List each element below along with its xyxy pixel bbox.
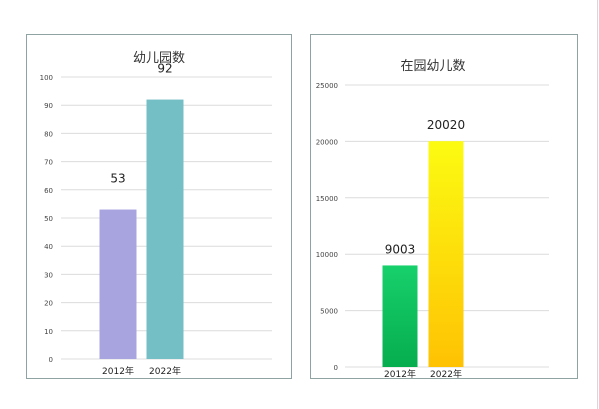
data-label: 9003 bbox=[385, 242, 416, 256]
y-tick-label: 10 bbox=[44, 328, 53, 336]
bar-2022年 bbox=[428, 141, 464, 367]
data-label: 20020 bbox=[427, 118, 465, 132]
y-tick-label: 0 bbox=[334, 364, 338, 372]
y-tick-label: 100 bbox=[40, 74, 53, 82]
bar-2012年 bbox=[382, 265, 418, 367]
y-tick-label: 5000 bbox=[320, 308, 338, 316]
enrolled-children-bar-chart: 在园幼儿数 0 5000 10000 15000 20000 25000 9003 2002… bbox=[316, 59, 549, 378]
y-tick-label: 20000 bbox=[316, 138, 338, 146]
y-tick-label: 70 bbox=[44, 159, 53, 167]
bar-2022年 bbox=[146, 99, 184, 359]
y-tick-label: 80 bbox=[44, 130, 53, 138]
x-tick-label: 2022年 bbox=[149, 365, 181, 377]
y-tick-label: 25000 bbox=[316, 82, 338, 90]
x-axis-tick-labels: 2012年 2022年 bbox=[102, 365, 181, 377]
y-tick-label: 40 bbox=[44, 243, 53, 251]
bar-data-labels: 9003 20020 bbox=[385, 118, 465, 256]
x-axis-tick-labels: 2012年 2022年 bbox=[384, 368, 462, 378]
bar-data-labels: 53 92 bbox=[110, 62, 172, 186]
enrolled-children-chart-panel: 在园幼儿数 0 5000 10000 15000 20000 25000 9003 2002… bbox=[310, 34, 578, 379]
y-tick-label: 15000 bbox=[316, 195, 338, 203]
x-tick-label: 2012年 bbox=[384, 368, 416, 378]
bars bbox=[99, 99, 184, 359]
y-axis-tick-labels: 0 10 20 30 40 50 60 70 80 90 100 bbox=[40, 74, 53, 364]
data-label: 92 bbox=[157, 62, 172, 76]
x-tick-label: 2012年 bbox=[102, 365, 134, 377]
y-tick-label: 0 bbox=[49, 356, 53, 364]
x-tick-label: 2022年 bbox=[430, 368, 462, 378]
chart-title: 在园幼儿数 bbox=[400, 59, 465, 74]
y-tick-label: 10000 bbox=[316, 251, 338, 259]
chart-title: 幼儿园数 bbox=[133, 51, 185, 66]
bar-2012年 bbox=[99, 209, 137, 359]
y-axis-tick-labels: 0 5000 10000 15000 20000 25000 bbox=[316, 82, 338, 372]
bars bbox=[382, 141, 464, 367]
data-label: 53 bbox=[110, 172, 125, 186]
page-edge-divider bbox=[597, 0, 598, 409]
y-tick-label: 60 bbox=[44, 187, 53, 195]
y-tick-label: 90 bbox=[44, 102, 53, 110]
kindergarten-count-chart-panel: 幼儿园数 0 10 20 30 40 50 60 70 80 90 100 53 92 2012年 20… bbox=[26, 34, 292, 379]
y-tick-label: 50 bbox=[44, 215, 53, 223]
y-tick-label: 30 bbox=[44, 271, 53, 279]
y-tick-label: 20 bbox=[44, 300, 53, 308]
